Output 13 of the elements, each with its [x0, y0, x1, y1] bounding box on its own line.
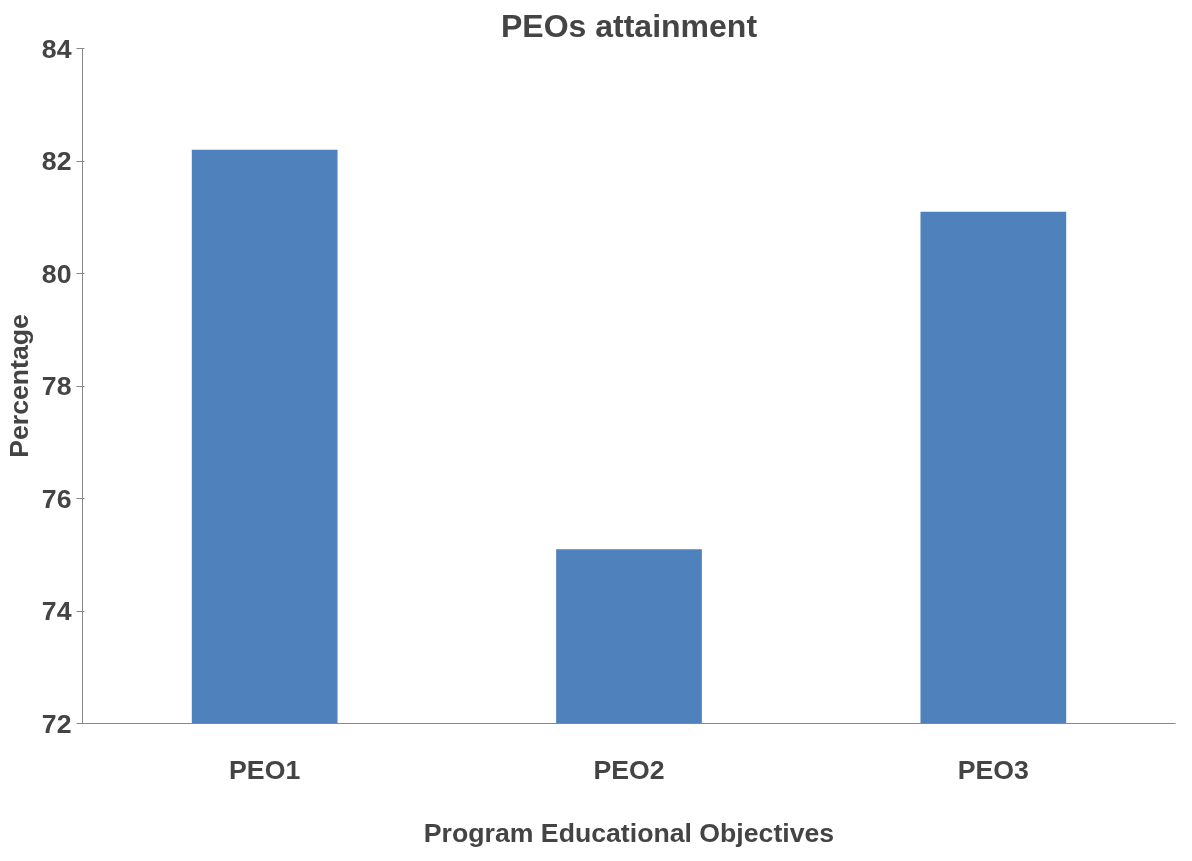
y-tick-label: 72: [41, 708, 72, 739]
y-axis-title: Percentage: [3, 314, 34, 458]
x-tick-label: PEO1: [229, 754, 301, 785]
x-tick-label: PEO2: [593, 754, 665, 785]
x-axis-title: Program Educational Objectives: [423, 817, 835, 848]
y-tick-label: 76: [41, 483, 72, 514]
y-tick-label: 84: [41, 33, 72, 64]
y-tick-label: 80: [41, 258, 72, 289]
y-tick-label: 82: [41, 146, 72, 176]
chart-title: PEOs attainment: [500, 7, 758, 44]
x-tick-label: PEO3: [957, 754, 1029, 785]
y-tick-label: 74: [41, 596, 72, 626]
y-tick-label: 78: [41, 371, 72, 401]
